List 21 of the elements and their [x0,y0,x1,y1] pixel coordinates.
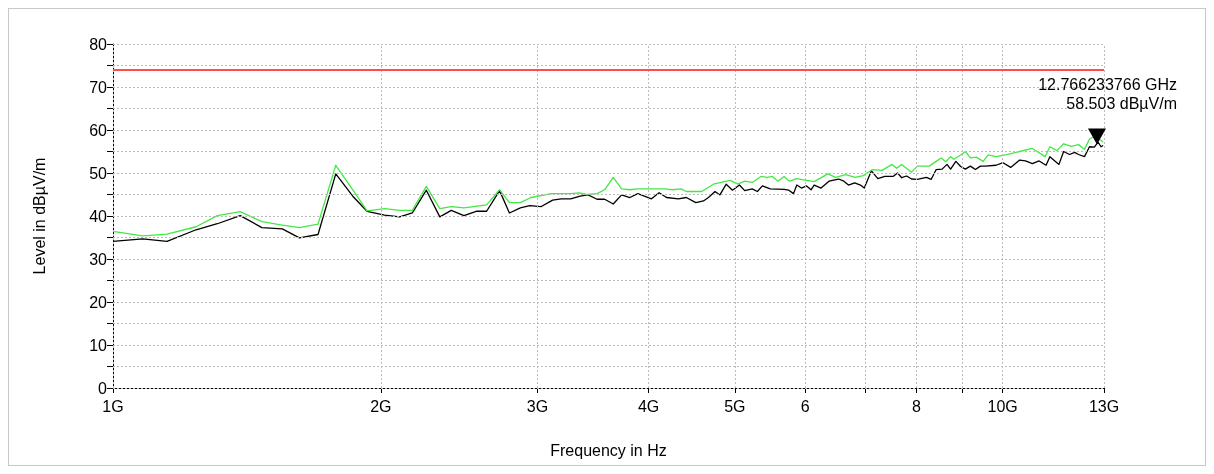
x-tick-label: 3G [526,397,549,415]
y-tick-label: 70 [89,78,108,96]
y-tick-label: 0 [98,379,108,397]
y-tick-label: 30 [89,250,108,268]
x-tick-label: 5G [724,397,746,415]
y-tick-label: 60 [89,121,108,139]
y-tick-label: 10 [89,336,108,354]
x-tick-label: 10G [987,397,1018,415]
x-tick-label: 8 [911,397,921,415]
y-tick-label: 80 [89,35,108,53]
x-tick-label: 1G [102,397,124,415]
y-tick-label: 40 [89,207,108,225]
y-axis-title: Level in dBµV/m [30,157,48,275]
x-tick-label: 6 [800,397,810,415]
y-tick-label: 50 [89,164,108,182]
x-tick-label: 4G [637,397,660,415]
x-tick-label: 2G [370,397,392,415]
x-axis-title: Frequency in Hz [550,441,667,459]
x-tick-label: 13G [1088,397,1120,415]
annotation: 12.766233766 GHz 58.503 dBµV/m [1038,76,1177,113]
y-tick-label: 20 [89,293,108,311]
